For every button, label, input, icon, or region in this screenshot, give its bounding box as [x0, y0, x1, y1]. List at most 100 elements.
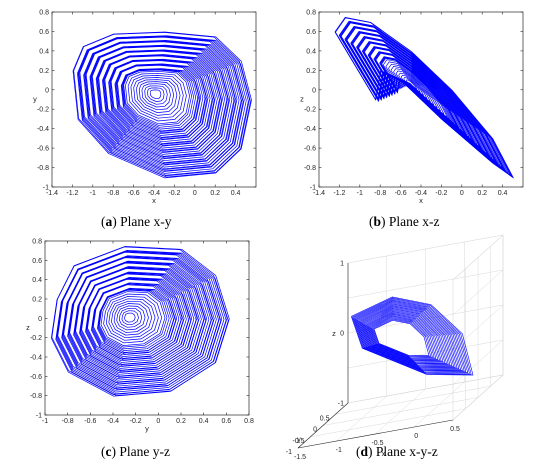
- trajectory-inner-loop: [124, 312, 136, 323]
- trajectory-inner-loop: [113, 303, 149, 333]
- x-tick-label: 0.2: [176, 418, 186, 425]
- x-tick-label: 0.6: [221, 418, 231, 425]
- trajectory-loop: [352, 298, 470, 374]
- y-tick-label: -0.2: [37, 107, 49, 114]
- x-tick-label: -1: [357, 190, 363, 197]
- x-tick-label: -1: [336, 447, 342, 454]
- trajectory-loop: [361, 307, 453, 366]
- trajectory-loop: [371, 317, 435, 359]
- x-tick-label: -1.5: [294, 454, 306, 461]
- y-axis-label: z: [26, 323, 30, 332]
- trajectory-inner-loop: [144, 85, 168, 105]
- x-tick-label: -0.8: [107, 190, 119, 197]
- trajectory-loop: [121, 68, 199, 132]
- y-axis-label: y: [33, 95, 37, 104]
- x-axis-line: [297, 419, 454, 449]
- y-tick-label: 0.2: [32, 297, 42, 304]
- y-tick-label: 0.6: [39, 29, 49, 36]
- trajectory-loop: [354, 300, 467, 373]
- x-tick-label: -1.4: [313, 190, 325, 197]
- x-tick-label: -0.4: [148, 190, 160, 197]
- trajectory-loop: [91, 282, 184, 361]
- trajectory-loop: [97, 50, 225, 155]
- trajectory-inner-loop: [116, 305, 146, 331]
- trajectory-loop: [361, 306, 454, 367]
- y-axis-label: z: [300, 95, 304, 104]
- y-tick-label: -0.8: [304, 165, 316, 172]
- trajectory: [334, 17, 514, 179]
- trajectory-loop: [334, 17, 514, 179]
- trajectory-loop: [353, 299, 469, 374]
- x-tick-label: 0: [156, 418, 160, 425]
- x-axis-label: x: [152, 196, 156, 205]
- trajectory-loop: [77, 35, 249, 176]
- y-tick-label: 0: [313, 427, 317, 434]
- trajectory-inner-loop: [127, 72, 187, 122]
- trajectory-inner-loop: [141, 83, 171, 108]
- y-tick-label: -1: [310, 185, 316, 192]
- trajectory-loop: [364, 310, 447, 364]
- trajectory-inner-loop: [147, 87, 165, 102]
- trajectory-loop: [73, 266, 207, 379]
- y-tick-label: 0: [45, 87, 49, 94]
- x-tick-label: 0.2: [477, 190, 487, 197]
- grid-line: [375, 249, 426, 435]
- chart-panel-2: -1 -0.8 -0.6 -0.4 -0.2 0 0.2 0.4 0.6 0.8 -1 -0.8 -0.…: [26, 239, 254, 434]
- caption-d: (d) Plane x-y-z: [356, 444, 438, 459]
- y-tick-label: -0.5: [292, 438, 304, 445]
- y-tick-label: -0.2: [30, 335, 42, 342]
- x-tick-label: -0.2: [435, 190, 447, 197]
- trajectory-loop: [50, 246, 230, 397]
- y-tick-label: 0.4: [39, 48, 49, 55]
- y-tick-label: -1: [43, 185, 49, 192]
- trajectory: [72, 31, 252, 179]
- trajectory-loop: [85, 277, 192, 367]
- trajectory-loop: [356, 302, 463, 371]
- z-tick-label: 0: [340, 331, 344, 338]
- y-tick-label: -0.8: [30, 393, 42, 400]
- x-tick-label: 0: [193, 190, 197, 197]
- trajectory-inner-loop: [121, 310, 139, 326]
- trajectory-loop: [363, 309, 449, 365]
- y-tick-label: 0.8: [39, 10, 49, 17]
- x-tick-label: -1.2: [66, 190, 78, 197]
- trajectory: [50, 246, 230, 397]
- x-axis-label: x: [382, 449, 386, 458]
- trajectory-loop: [355, 301, 465, 372]
- y-tick-label: 0.2: [39, 68, 49, 75]
- trajectory-loop: [72, 31, 252, 179]
- y-tick-label: 0.4: [32, 277, 42, 284]
- y-axis-line: [297, 402, 349, 449]
- y-tick-label: 0.6: [306, 29, 316, 36]
- x-tick-label: -0.2: [168, 190, 180, 197]
- y-tick-label: 0.8: [306, 10, 316, 17]
- trajectory-inner-loop: [138, 81, 175, 111]
- x-axis-label: x: [419, 196, 423, 205]
- caption-a: (a) Plane x-y: [101, 214, 172, 229]
- grid-wall: [452, 234, 504, 421]
- trajectory-inner-loop: [133, 77, 181, 116]
- trajectory-inner-loop: [105, 296, 159, 341]
- trajectory-inner-loop: [111, 300, 153, 336]
- trajectory-inner-loop: [382, 59, 448, 118]
- trajectory-loop: [360, 305, 456, 368]
- trajectory-inner-loop: [149, 89, 162, 100]
- trajectory-loop: [357, 303, 461, 370]
- y-tick-label: -1: [286, 449, 292, 456]
- grid-line: [335, 246, 491, 415]
- y-tick-label: 0.2: [306, 68, 316, 75]
- x-tick-label: -1.4: [46, 190, 58, 197]
- x-tick-label: -0.6: [128, 190, 140, 197]
- trajectory-loop: [123, 69, 192, 126]
- trajectory: [351, 296, 474, 376]
- trajectory-inner-loop: [103, 293, 163, 344]
- caption-c: (c) Plane y-z: [101, 444, 170, 459]
- trajectory-loop: [97, 287, 177, 355]
- x-tick-label: -0.6: [84, 418, 96, 425]
- x-tick-label: -1: [42, 418, 48, 425]
- trajectory-loop: [369, 315, 439, 360]
- y-tick-label: -0.2: [304, 107, 316, 114]
- grid-line: [347, 269, 504, 316]
- x-tick-label: -0.8: [374, 190, 386, 197]
